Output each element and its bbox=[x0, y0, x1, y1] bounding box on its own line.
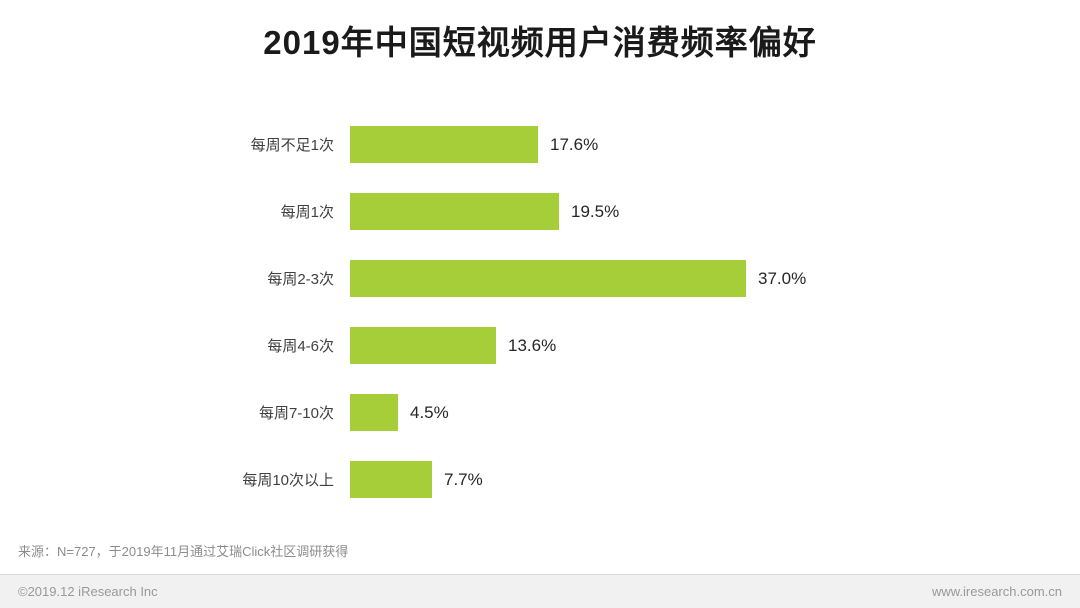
bar bbox=[350, 126, 538, 163]
footer: ©2019.12 iResearch Inc www.iresearch.com… bbox=[0, 574, 1080, 608]
bar-row: 每周4-6次 13.6% bbox=[0, 327, 1080, 364]
bar-row: 每周不足1次 17.6% bbox=[0, 126, 1080, 163]
category-label: 每周1次 bbox=[280, 204, 334, 221]
chart-title: 2019年中国短视频用户消费频率偏好 bbox=[263, 24, 817, 61]
footer-website: www.iresearch.com.cn bbox=[931, 584, 1062, 599]
category-label: 每周4-6次 bbox=[267, 338, 334, 355]
bar-row: 每周1次 19.5% bbox=[0, 193, 1080, 230]
value-label: 17.6% bbox=[550, 134, 599, 154]
category-label: 每周2-3次 bbox=[267, 271, 334, 288]
bar bbox=[350, 394, 398, 431]
footer-copyright: ©2019.12 iResearch Inc bbox=[18, 584, 158, 599]
value-label: 13.6% bbox=[508, 335, 557, 355]
bar-chart: 每周不足1次 17.6% 每周1次 19.5% 每周2-3次 37.0% 每周4-6次 13.… bbox=[0, 126, 1080, 498]
bar-row: 每周10次以上 7.7% bbox=[0, 461, 1080, 498]
bar bbox=[350, 193, 559, 230]
bar bbox=[350, 327, 496, 364]
category-label: 每周10次以上 bbox=[242, 472, 334, 489]
bar-row: 每周2-3次 37.0% bbox=[0, 260, 1080, 297]
value-label: 4.5% bbox=[410, 402, 449, 422]
category-label: 每周不足1次 bbox=[250, 137, 334, 154]
bar bbox=[350, 260, 746, 297]
value-label: 37.0% bbox=[758, 268, 807, 288]
value-label: 7.7% bbox=[444, 469, 483, 489]
source-note: 来源：N=727，于2019年11月通过艾瑞Click社区调研获得 bbox=[18, 544, 349, 559]
bar bbox=[350, 461, 432, 498]
value-label: 19.5% bbox=[571, 201, 620, 221]
bar-row: 每周7-10次 4.5% bbox=[0, 394, 1080, 431]
category-label: 每周7-10次 bbox=[258, 405, 334, 422]
